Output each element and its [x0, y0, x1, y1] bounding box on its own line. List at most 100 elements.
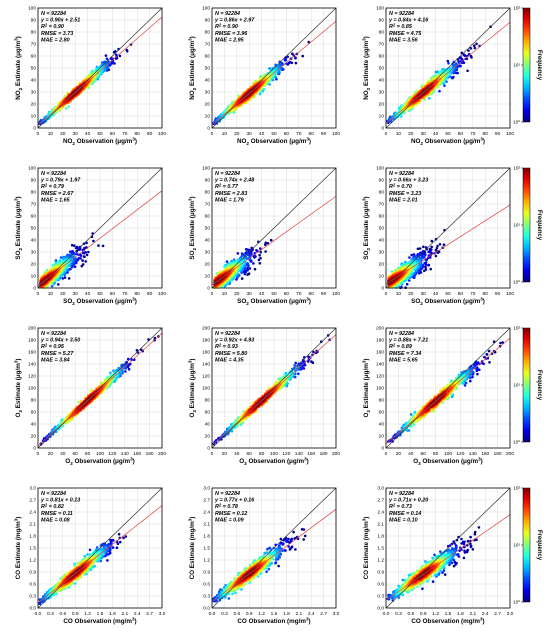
- data-point: [237, 252, 240, 255]
- stats-line: N = 92284: [389, 11, 414, 17]
- y-tick-label: 50: [31, 66, 37, 72]
- data-point: [423, 270, 426, 273]
- x-tick-label: 60: [284, 131, 290, 137]
- data-point: [427, 264, 430, 267]
- y-tick-label: 30: [379, 90, 385, 96]
- stats-line: RMSE = 3.96: [215, 31, 248, 37]
- x-tick-label: 0: [211, 291, 214, 297]
- y-tick-label: 100: [202, 6, 210, 12]
- y-tick-label: 100: [376, 6, 384, 12]
- y-axis-label: SO2 Estimate (μg/m3): [14, 196, 23, 259]
- x-tick-label: 20: [234, 291, 240, 297]
- y-tick-label: 50: [31, 226, 37, 232]
- y-tick-label: 70: [31, 202, 37, 208]
- data-point: [105, 54, 108, 57]
- x-tick-label: 60: [284, 291, 290, 297]
- x-tick-label: 100: [332, 291, 340, 297]
- y-tick-label: 80: [379, 30, 385, 36]
- y-axis-label: NO2 Estimate (μg/m3): [14, 36, 23, 100]
- data-point: [87, 251, 90, 254]
- data-point: [436, 245, 439, 248]
- stats-line: MAE = 2.95: [215, 37, 245, 43]
- y-tick-label: 20: [379, 102, 385, 108]
- data-point: [295, 62, 298, 65]
- y-tick-label: 70: [205, 202, 211, 208]
- data-point: [57, 283, 60, 286]
- y-tick-label: 20: [205, 262, 211, 268]
- x-tick-label: 70: [296, 131, 302, 137]
- stats-line: R2 = 0.85: [389, 22, 413, 30]
- data-point: [67, 105, 70, 108]
- x-tick-label: 40: [433, 131, 439, 137]
- x-tick-label: 80: [135, 291, 141, 297]
- data-point: [102, 245, 105, 248]
- y-tick-label: 20: [31, 102, 37, 108]
- data-point: [429, 268, 432, 271]
- data-point: [439, 243, 442, 246]
- x-tick-label: 90: [147, 131, 153, 137]
- x-tick-label: 80: [309, 291, 315, 297]
- x-axis-label: NO2 Observation (μg/m3): [411, 137, 485, 146]
- y-axis-label: SO2 Estimate (μg/m3): [188, 196, 197, 259]
- stats-line: MAE = 2.80: [41, 37, 70, 43]
- x-tick-label: 10: [222, 291, 228, 297]
- y-tick-label: 30: [205, 250, 211, 256]
- data-point: [443, 243, 446, 246]
- data-point: [53, 282, 56, 285]
- stats-line: R2 = 0.90: [41, 22, 64, 30]
- data-point: [259, 93, 262, 96]
- x-tick-label: 90: [495, 131, 501, 137]
- data-point: [430, 246, 433, 249]
- data-point: [51, 285, 54, 288]
- stats-line: RMSE = 4.75: [389, 31, 422, 37]
- x-axis-label: NO2 Observation (μg/m3): [63, 137, 137, 146]
- data-point: [84, 260, 87, 263]
- y-tick-label: 10: [379, 114, 385, 120]
- data-point: [470, 55, 473, 58]
- x-tick-label: 10: [396, 131, 402, 137]
- y-tick-label: 90: [31, 18, 37, 24]
- x-tick-label: 80: [309, 131, 315, 137]
- stats-line: MAE = 1.65: [41, 197, 71, 203]
- x-tick-label: 70: [122, 291, 128, 297]
- stats-line: R2 = 0.90: [215, 22, 238, 30]
- stats-line: R2 = 0.79: [41, 182, 64, 190]
- x-axis-label: NO2 Observation (μg/m3): [237, 137, 311, 146]
- x-tick-label: 70: [122, 131, 128, 137]
- y-tick-label: 10: [205, 114, 211, 120]
- data-point: [422, 246, 425, 249]
- y-tick-label: 80: [31, 30, 37, 36]
- x-tick-label: 100: [158, 131, 166, 137]
- x-tick-label: 50: [97, 291, 103, 297]
- y-tick-label: 30: [205, 90, 211, 96]
- y-axis-label: NO2 Estimate (μg/m3): [362, 36, 371, 100]
- x-tick-label: 50: [445, 131, 451, 137]
- x-tick-label: 0: [37, 291, 40, 297]
- y-tick-label: 90: [205, 18, 211, 24]
- y-tick-label: 0: [207, 126, 210, 132]
- y-tick-label: 50: [205, 66, 211, 72]
- stats-line: R2 = 0.77: [215, 182, 239, 190]
- y-tick-label: 90: [31, 178, 37, 184]
- data-point: [73, 244, 76, 247]
- x-tick-label: 50: [271, 131, 277, 137]
- data-point: [258, 254, 261, 257]
- y-tick-label: 60: [205, 214, 211, 220]
- data-point: [264, 250, 267, 253]
- data-point: [71, 244, 74, 247]
- stats-line: RMSE = 2.83: [215, 191, 247, 197]
- data-point: [81, 259, 84, 262]
- data-point: [431, 240, 434, 243]
- x-tick-label: 40: [259, 131, 265, 137]
- data-point: [259, 262, 262, 265]
- x-tick-label: 80: [135, 131, 141, 137]
- x-tick-label: 70: [470, 131, 476, 137]
- y-tick-label: 10: [31, 114, 37, 120]
- y-tick-label: 100: [28, 6, 36, 12]
- data-point: [106, 57, 109, 60]
- y-tick-label: 90: [379, 18, 385, 24]
- stats-line: N = 92284: [215, 11, 240, 17]
- data-point: [119, 55, 122, 58]
- x-tick-label: 50: [271, 291, 277, 297]
